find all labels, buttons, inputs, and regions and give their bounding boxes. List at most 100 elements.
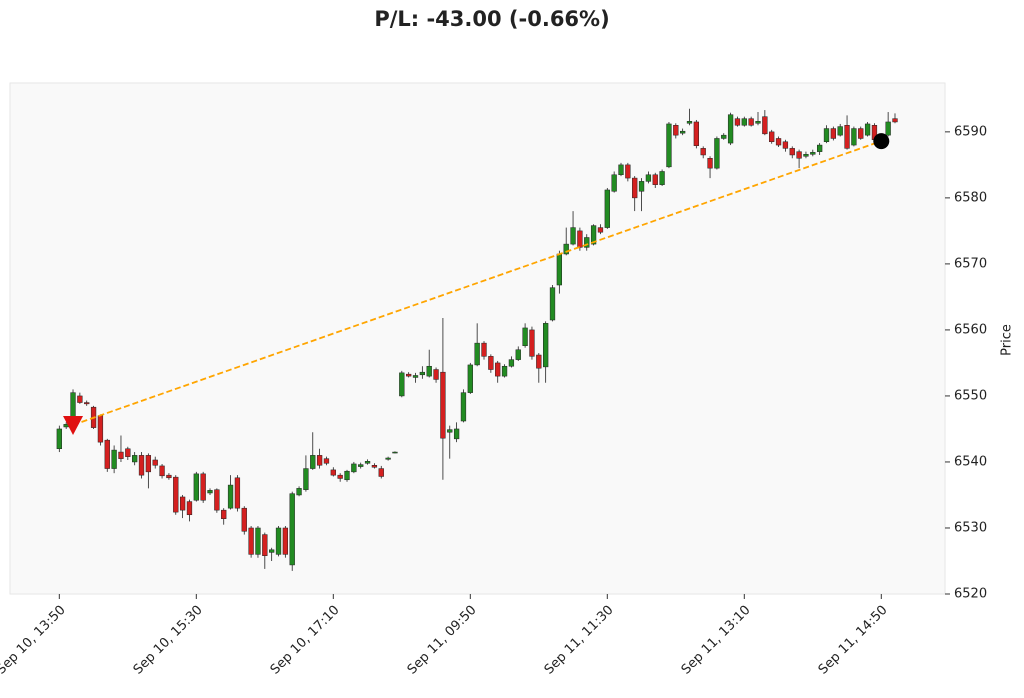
candle-body xyxy=(118,451,124,459)
candle-body xyxy=(727,114,734,144)
candle-body xyxy=(104,439,110,469)
x-tick-label: Sep 11, 13:10 xyxy=(679,603,754,678)
y-tick-label: 6520 xyxy=(954,587,987,602)
exit-marker xyxy=(873,133,890,150)
candle-body xyxy=(844,125,850,149)
candle-body xyxy=(885,121,891,136)
candle-body xyxy=(508,359,515,367)
candle-body xyxy=(186,501,193,516)
candle-body xyxy=(789,148,795,156)
candle-body xyxy=(316,455,323,466)
x-tick-label: Sep 10, 13:50 xyxy=(0,603,69,678)
candle-body xyxy=(611,174,617,192)
candle-body xyxy=(762,116,768,135)
candle-body xyxy=(536,354,542,369)
y-tick-label: 6570 xyxy=(954,256,987,271)
candle-body xyxy=(207,490,213,494)
candle-body xyxy=(823,128,830,143)
y-axis-label: Price xyxy=(1000,324,1015,356)
candle-body xyxy=(810,152,816,155)
candle-body xyxy=(97,415,104,443)
candle-body xyxy=(659,171,665,185)
candle-body xyxy=(769,131,775,143)
candle-body xyxy=(652,174,658,185)
candle-body xyxy=(193,473,199,501)
candle-body xyxy=(460,392,467,422)
candle-body xyxy=(700,148,706,156)
candle-body xyxy=(851,128,857,146)
candle-body xyxy=(173,476,179,513)
candle-body xyxy=(385,457,391,460)
candle-body xyxy=(227,484,234,509)
candle-body xyxy=(255,527,261,555)
candle-body xyxy=(214,489,220,511)
y-tick-label: 6560 xyxy=(954,322,987,337)
candle-body xyxy=(721,134,727,139)
candle-body xyxy=(166,474,172,479)
y-tick-label: 6530 xyxy=(954,520,987,535)
candle-body xyxy=(406,373,412,377)
candle-body xyxy=(604,189,610,228)
candle-body xyxy=(152,459,158,466)
candle-body xyxy=(714,138,720,169)
y-tick-label: 6580 xyxy=(954,190,987,205)
candle-body xyxy=(84,402,90,405)
candle-body xyxy=(200,473,206,501)
x-tick-label: Sep 11, 11:30 xyxy=(542,603,617,678)
candle-body xyxy=(221,509,227,519)
candle-body xyxy=(378,468,384,477)
candle-body xyxy=(892,118,898,123)
candle-body xyxy=(796,151,802,159)
y-tick-label: 6550 xyxy=(954,388,987,403)
candle-body xyxy=(741,118,747,126)
candle-body xyxy=(330,469,336,476)
candle-body xyxy=(344,470,350,481)
candle-body xyxy=(830,128,836,139)
y-tick-label: 6590 xyxy=(954,124,987,139)
x-tick-label: Sep 11, 14:50 xyxy=(816,603,891,678)
candle-body xyxy=(234,477,241,509)
candle-body xyxy=(426,365,432,377)
candle-body xyxy=(803,154,809,157)
x-tick-label: Sep 10, 17:10 xyxy=(268,603,343,678)
candle-body xyxy=(419,371,426,376)
candle-body xyxy=(132,455,138,463)
candle-body xyxy=(111,449,117,469)
candle-body xyxy=(296,488,302,496)
candle-body xyxy=(310,455,316,469)
candle-body xyxy=(179,496,186,511)
candle-body xyxy=(399,372,405,397)
trade-line xyxy=(72,140,882,426)
candle-body xyxy=(817,144,823,152)
candle-body xyxy=(693,121,699,146)
candle-body xyxy=(570,227,576,245)
entry-marker xyxy=(63,415,84,435)
candle-body xyxy=(474,342,480,366)
candle-body xyxy=(645,174,652,182)
candle-body xyxy=(864,123,871,136)
candle-body xyxy=(275,527,282,555)
candle-body xyxy=(269,549,275,553)
candle-body xyxy=(858,128,864,139)
x-tick-label: Sep 11, 09:50 xyxy=(405,603,480,678)
candle-body xyxy=(515,349,521,360)
y-tick-label: 6540 xyxy=(954,454,987,469)
candle-body xyxy=(392,451,398,454)
candle-body xyxy=(467,364,473,393)
candle-body xyxy=(638,181,645,192)
candle-body xyxy=(707,158,713,169)
candle-body xyxy=(241,507,247,532)
candle-body xyxy=(447,429,453,433)
candle-body xyxy=(590,225,597,245)
candle-body xyxy=(563,243,569,255)
candle-body xyxy=(481,342,487,357)
candle-body xyxy=(782,141,789,149)
candle-body xyxy=(673,125,679,136)
candle-body xyxy=(837,126,843,136)
candle-body xyxy=(262,534,268,556)
candle-body xyxy=(282,527,289,555)
candle-body xyxy=(453,428,460,440)
candle-body xyxy=(584,237,590,248)
candle-body xyxy=(289,493,295,566)
